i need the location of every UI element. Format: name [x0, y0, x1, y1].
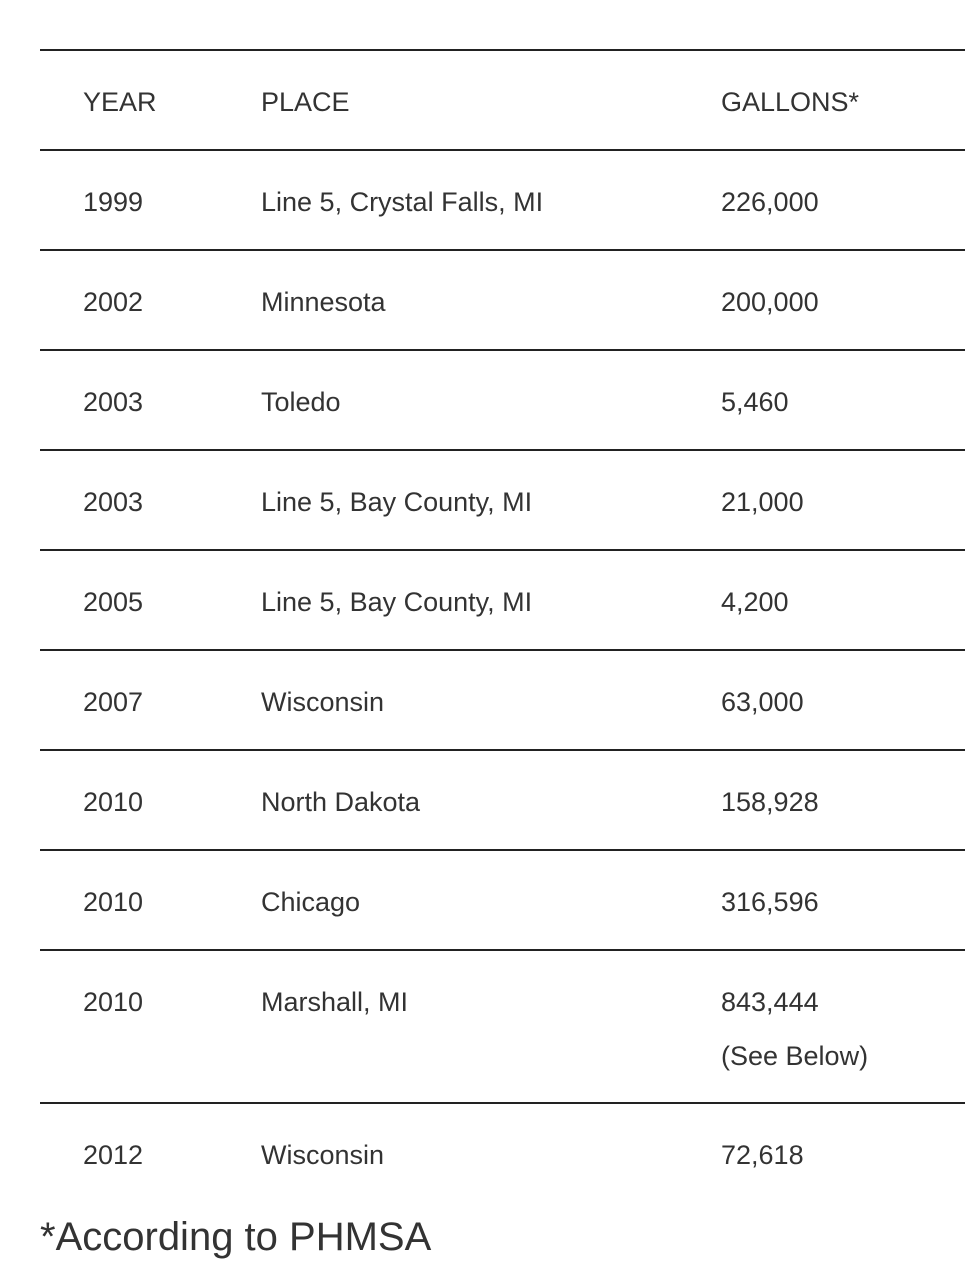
- cell: Minnesota: [261, 287, 386, 317]
- table-row: 2003 Line 5, Bay County, MI 21,000: [40, 449, 965, 549]
- cell: Line 5, Bay County, MI: [261, 587, 533, 617]
- cell: Line 5, Crystal Falls, MI: [261, 187, 544, 217]
- cell: 200,000: [721, 275, 819, 329]
- footnote: *According to PHMSA: [40, 1215, 432, 1259]
- cell: 2005: [83, 587, 144, 617]
- spacer: [40, 275, 965, 329]
- cell-line: (See Below): [721, 1041, 869, 1071]
- cell-line: GALLONS*: [721, 87, 860, 117]
- cell-line: 843,444: [721, 987, 819, 1017]
- table-row: 2010 Chicago 316,596: [40, 849, 965, 949]
- cell-line: 21,000: [721, 487, 804, 517]
- cell: 5,460: [721, 375, 789, 429]
- header-row: YEAR PLACE GALLONS*: [40, 49, 965, 149]
- cell-line: 72,618: [721, 1140, 804, 1170]
- spacer: [40, 375, 965, 429]
- cell: 2007: [83, 687, 144, 717]
- cell: 63,000: [721, 675, 804, 729]
- spacer: [40, 675, 965, 729]
- cell-line: 63,000: [721, 687, 804, 717]
- cell-line: 5,460: [721, 387, 789, 417]
- cell: 72,618: [721, 1128, 804, 1182]
- cell: 843,444 (See Below): [721, 975, 868, 1083]
- cell-line: 4,200: [721, 587, 789, 617]
- cell-line: 200,000: [721, 287, 819, 317]
- cell: 316,596: [721, 875, 819, 929]
- cell: Marshall, MI: [261, 987, 409, 1017]
- table-row: 2002 Minnesota 200,000: [40, 249, 965, 349]
- cell: 21,000: [721, 475, 804, 529]
- table-row: 2010 North Dakota 158,928: [40, 749, 965, 849]
- table-row: 2007 Wisconsin 63,000: [40, 649, 965, 749]
- cell: PLACE: [261, 87, 350, 117]
- cell: 2010: [83, 987, 144, 1017]
- cell: Toledo: [261, 387, 341, 417]
- cell: 2010: [83, 887, 144, 917]
- cell-line: 316,596: [721, 887, 819, 917]
- cell: Wisconsin: [261, 687, 385, 717]
- cell: 2012: [83, 1140, 144, 1170]
- spacer: [40, 775, 965, 829]
- cell: YEAR: [83, 87, 157, 117]
- cell-line: 158,928: [721, 787, 819, 817]
- table-row: 2012 Wisconsin 72,618: [40, 1102, 965, 1202]
- table-row: 2003 Toledo 5,460: [40, 349, 965, 449]
- spill-table: YEAR PLACE GALLONS* 1999 Line 5, Crystal Fal…: [40, 49, 965, 1202]
- spacer: [40, 875, 965, 929]
- cell: Wisconsin: [261, 1140, 385, 1170]
- cell: GALLONS*: [721, 75, 859, 129]
- table-row: 1999 Line 5, Crystal Falls, MI 226,000: [40, 149, 965, 249]
- cell: 158,928: [721, 775, 819, 829]
- table-row: 2010 Marshall, MI 843,444 (See Below): [40, 949, 965, 1102]
- cell: 2002: [83, 287, 144, 317]
- cell: 226,000: [721, 175, 819, 229]
- cell: 1999: [83, 187, 144, 217]
- cell: 2003: [83, 387, 144, 417]
- cell-line: 226,000: [721, 187, 819, 217]
- cell: 2010: [83, 787, 144, 817]
- cell: 4,200: [721, 575, 789, 629]
- spacer: [40, 1128, 965, 1182]
- cell: Chicago: [261, 887, 361, 917]
- table-row: 2005 Line 5, Bay County, MI 4,200: [40, 549, 965, 649]
- cell: Line 5, Bay County, MI: [261, 487, 533, 517]
- cell: 2003: [83, 487, 144, 517]
- cell: North Dakota: [261, 787, 421, 817]
